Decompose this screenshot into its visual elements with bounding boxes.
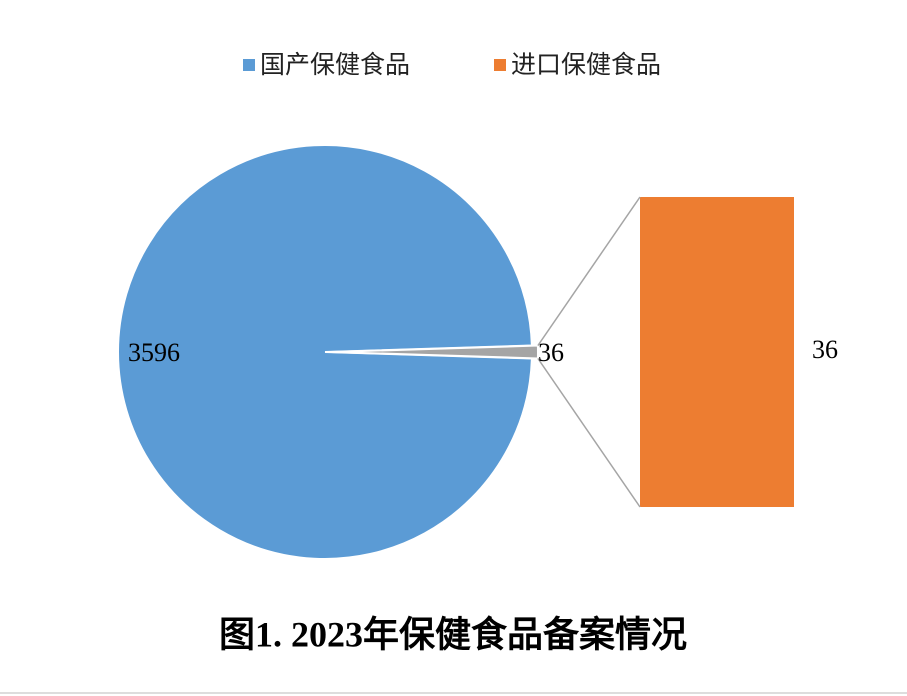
legend-swatch <box>243 59 255 71</box>
connector <box>537 358 641 508</box>
pie-slice <box>330 344 540 360</box>
data-label: 36 <box>538 338 564 367</box>
bar-segment <box>640 197 794 507</box>
pie-slice <box>117 144 533 560</box>
legend-label: 国产保健食品 <box>260 50 410 79</box>
legend-swatch <box>494 59 506 71</box>
chart-title: 图1. 2023年保健食品备案情况 <box>219 614 687 654</box>
data-label: 36 <box>812 335 838 364</box>
connector <box>537 196 641 346</box>
data-label: 3596 <box>128 338 180 367</box>
legend-label: 进口保健食品 <box>511 50 661 79</box>
